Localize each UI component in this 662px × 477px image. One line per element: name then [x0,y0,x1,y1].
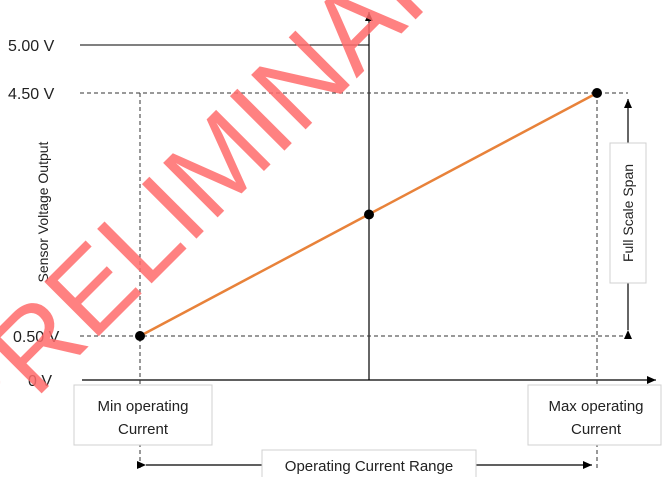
y-tick-4v5: 4.50 V [8,86,55,103]
max-label-line2: Current [571,421,622,438]
y-tick-0v: 0 V [28,373,52,390]
y-tick-5v: 5.00 V [8,38,55,55]
y-axis-label: Sensor Voltage Output [35,141,51,282]
min-label-box [73,384,213,446]
min-label-line2: Current [118,421,169,438]
y-tick-0v5: 0.50 V [13,329,60,346]
range-label-box [261,449,477,477]
span-label-box [609,142,647,284]
range-label: Operating Current Range [285,458,453,475]
span-label: Full Scale Span [620,164,636,262]
max-label-line1: Max operating [548,398,643,415]
point-mid [364,209,374,220]
max-label-box [527,384,662,446]
point-min [135,331,145,341]
point-max [592,88,602,98]
min-label-line1: Min operating [98,398,189,415]
